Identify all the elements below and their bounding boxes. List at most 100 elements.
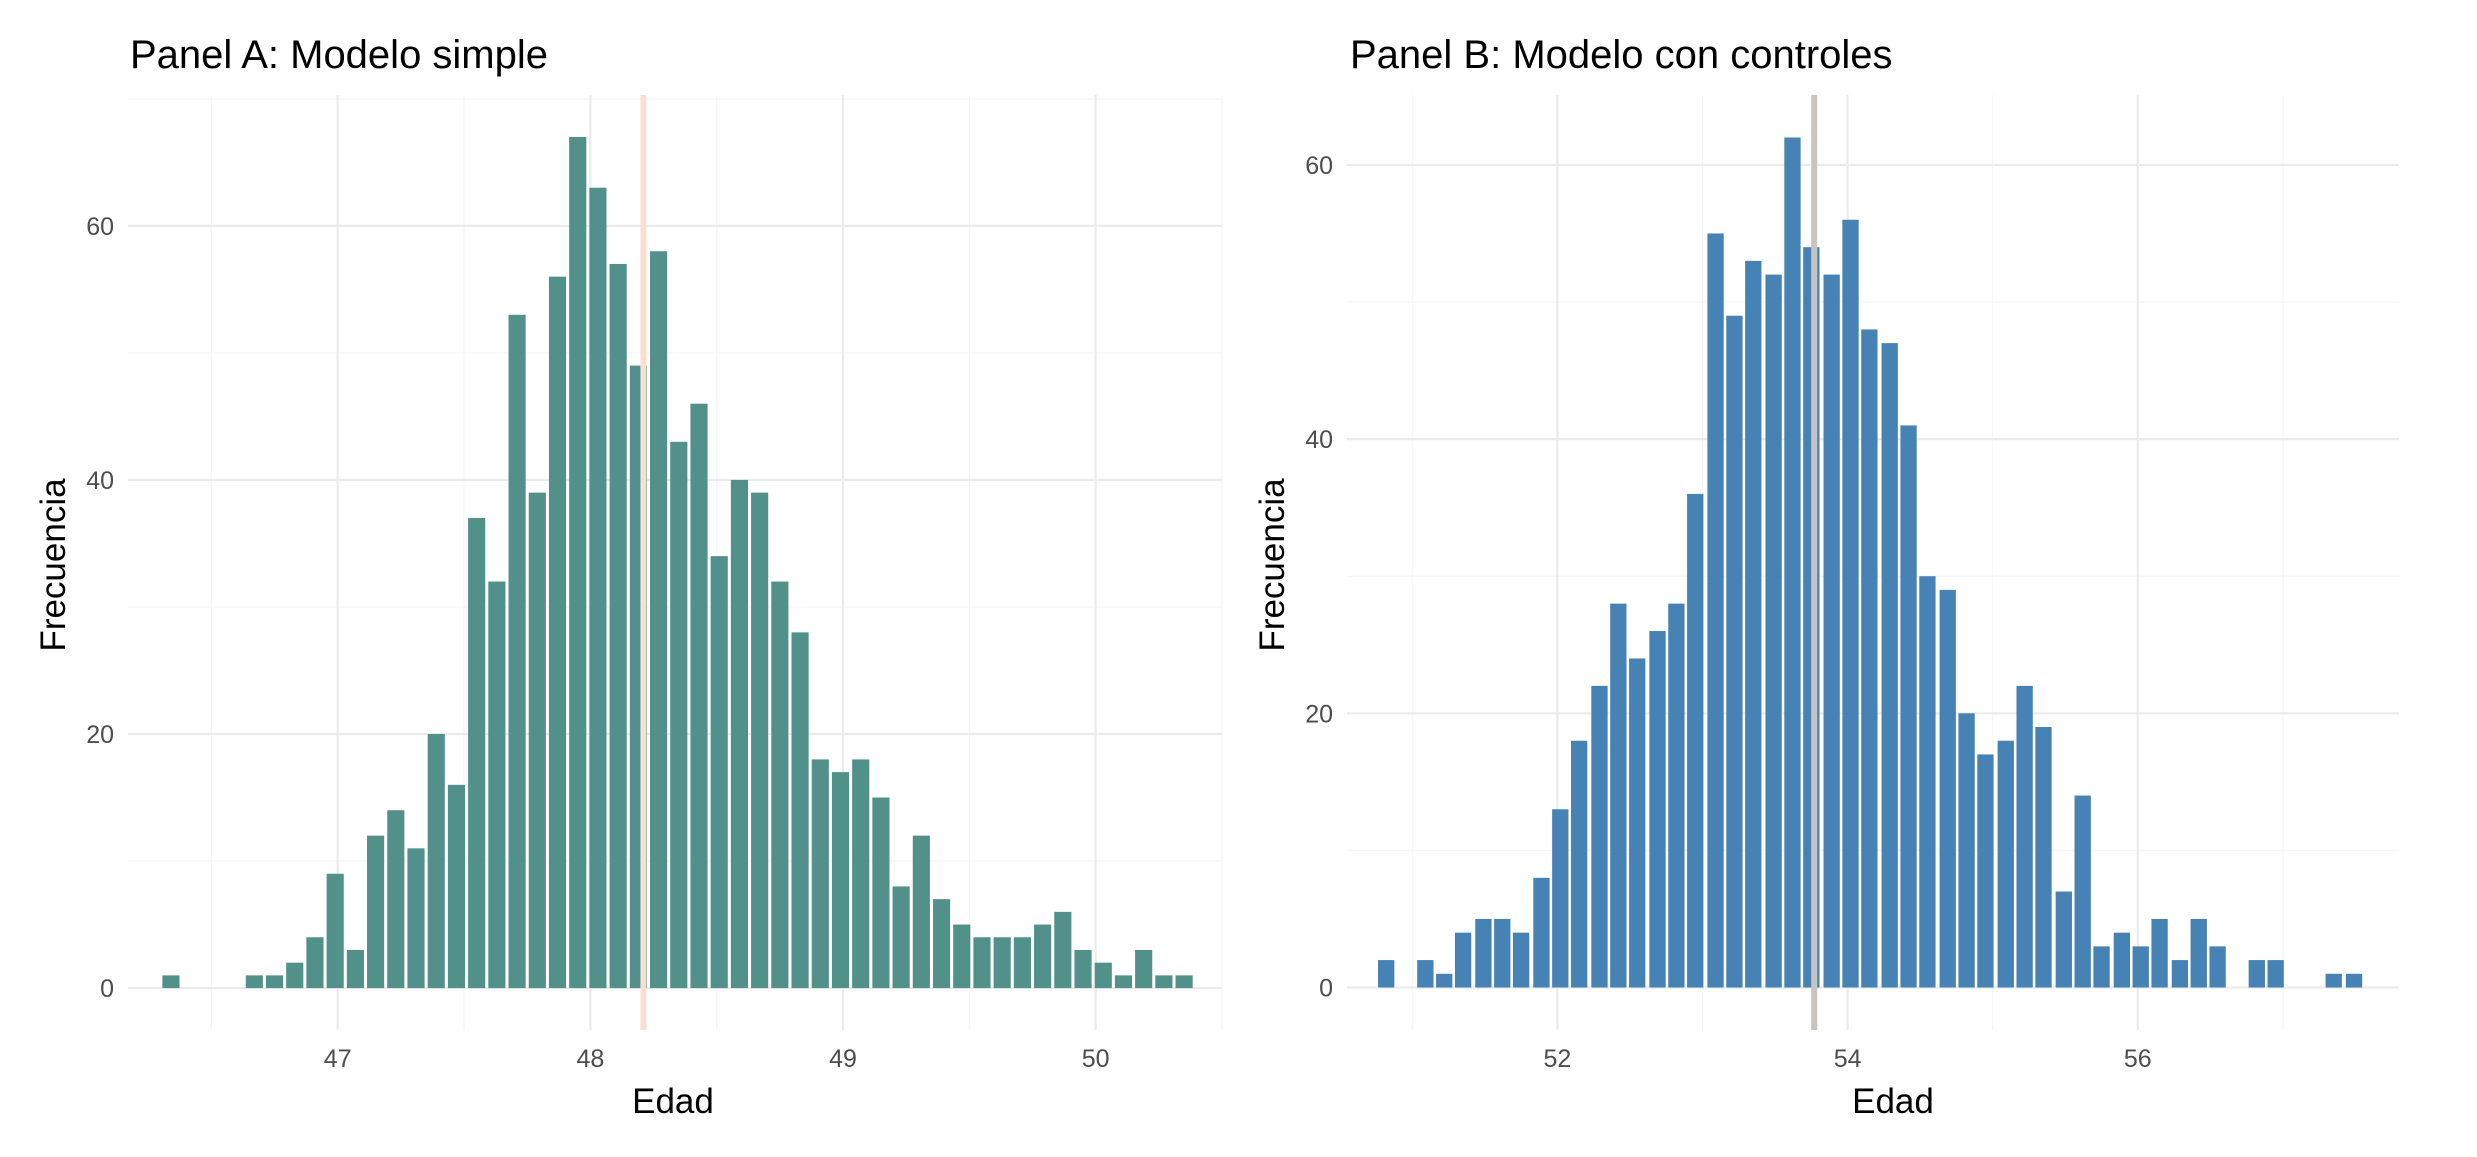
panel-a-bar <box>872 797 890 989</box>
panel-b-y-tick-label: 60 <box>1305 152 1333 180</box>
panel-a-bar <box>569 136 587 989</box>
panel-a-bar <box>852 759 870 989</box>
panel-b-bar <box>1512 932 1530 988</box>
panel-a-bar <box>162 975 180 989</box>
panel-a-bar <box>1094 962 1112 989</box>
panel-a-bars <box>162 136 1193 989</box>
panel-a-bar <box>993 937 1011 989</box>
panel-a-bar <box>771 581 789 989</box>
panel-a-bar <box>1114 975 1133 989</box>
panel-b-bar <box>2132 946 2149 988</box>
panel-b-bar <box>1784 137 1801 988</box>
panel-b-bar <box>1454 932 1472 988</box>
panel-a-bar <box>326 873 344 989</box>
panel-a-bar <box>650 251 668 989</box>
panel-a-bar <box>932 899 951 989</box>
panel-b-bar <box>1610 603 1627 988</box>
panel-b-tick-labels: 0 20 40 60 52 54 56 <box>1305 152 2152 1073</box>
panel-a-bar <box>973 937 991 989</box>
panel-a-tick-labels: 0 20 40 60 47 48 49 50 <box>86 213 1109 1073</box>
panel-a-y-tick-label: 20 <box>86 721 114 749</box>
panel-a-bar <box>751 492 769 989</box>
panel-b-bar <box>1494 918 1511 988</box>
panel-b-bar <box>1417 960 1434 988</box>
panel-b-bar <box>2190 918 2207 988</box>
panel-b-bar <box>1765 274 1782 988</box>
panel-b-bar <box>2345 973 2363 988</box>
panel-b-bars <box>1378 137 2363 988</box>
panel-a-x-tick-label: 48 <box>576 1045 604 1073</box>
panel-a-bar <box>710 556 728 989</box>
panel-b-bar <box>1881 343 1898 988</box>
panel-a-bar <box>488 581 506 989</box>
panel-a-bar <box>468 518 486 989</box>
panel-a-y-tick-label: 0 <box>100 975 114 1003</box>
panel-b-bar <box>1649 631 1666 988</box>
panel-b-bar <box>2325 973 2342 988</box>
panel-b-y-tick-label: 0 <box>1319 975 1333 1003</box>
panel-b-x-tick-label: 54 <box>1834 1045 1862 1073</box>
panel-a-y-axis-title: Frecuencia <box>34 478 73 652</box>
panel-b-bar <box>2267 960 2284 988</box>
panel-b-bar <box>1668 603 1685 988</box>
panel-b-bar <box>1552 809 1569 988</box>
panel-b-bar <box>2113 932 2131 988</box>
panel-a-bar <box>1013 937 1031 989</box>
panel-a-bar <box>265 975 284 989</box>
panel-b-bar <box>1378 960 1395 988</box>
panel-b-bar <box>2171 960 2189 988</box>
panel-b-bar <box>2055 891 2072 988</box>
panel-b-x-axis-title: Edad <box>1852 1082 1934 1121</box>
panel-a-bar <box>1175 975 1193 989</box>
panel-b-bar <box>1745 260 1762 988</box>
panel-b-bar <box>2035 727 2052 988</box>
panel-b-bar <box>2093 946 2110 988</box>
panel-b-bar <box>1861 329 1878 988</box>
panel-a-bar <box>670 441 688 989</box>
panel-a-bar <box>508 314 526 989</box>
panel-a-bar <box>730 479 748 989</box>
panel-b-bar <box>2209 946 2226 988</box>
panel-b-bar <box>2074 795 2091 988</box>
panel-b-bar <box>1571 740 1588 988</box>
panel-a-x-tick-label: 50 <box>1082 1045 1110 1073</box>
panel-a-x-tick-label: 47 <box>324 1045 352 1073</box>
panel-b-x-tick-label: 56 <box>2124 1045 2152 1073</box>
panel-a-y-tick-label: 40 <box>86 467 114 495</box>
panel-b-bar <box>1939 589 1956 988</box>
panel-b-title: Panel B: Modelo con controles <box>1350 33 1893 77</box>
panel-b-bar <box>1726 315 1743 988</box>
panel-a-bar <box>791 632 809 989</box>
panel-b-bar <box>1591 685 1608 988</box>
panel-b: Panel B: Modelo con controles 0 20 40 60 52 5… <box>1253 33 2399 1121</box>
panel-a-bar <box>245 975 263 989</box>
panel-a-y-tick-label: 60 <box>86 213 114 241</box>
panel-b-bar <box>1842 219 1859 988</box>
panel-a-x-tick-label: 49 <box>829 1045 857 1073</box>
panel-b-y-tick-label: 40 <box>1305 426 1333 454</box>
panel-b-bar <box>2151 918 2168 988</box>
panel-a-bar <box>1074 949 1092 989</box>
panel-a-bar <box>1054 911 1072 989</box>
panel-a-bar <box>892 886 910 989</box>
panel-a-bar <box>953 924 971 989</box>
panel-a-bar <box>548 276 567 989</box>
panel-a-bar <box>912 835 930 989</box>
panel-b-bar <box>1533 877 1550 988</box>
panel-a-bar <box>387 810 405 989</box>
panel-b-bar <box>1475 918 1492 988</box>
panel-a-bar <box>367 835 385 989</box>
panel-b-bar <box>1958 713 1975 988</box>
panel-a-bar <box>811 759 829 989</box>
panel-a-bar <box>306 937 324 989</box>
panel-b-bar <box>1997 740 2014 988</box>
panel-a-x-axis-title: Edad <box>632 1082 714 1121</box>
panel-a-bar <box>346 949 364 989</box>
panel-a-bar <box>589 187 607 989</box>
panel-a-bar <box>407 848 425 989</box>
panel-a-bar <box>1135 949 1153 989</box>
panel-b-bar <box>1687 493 1704 988</box>
panel-a-bar <box>427 734 445 989</box>
panel-a-title: Panel A: Modelo simple <box>130 33 548 77</box>
